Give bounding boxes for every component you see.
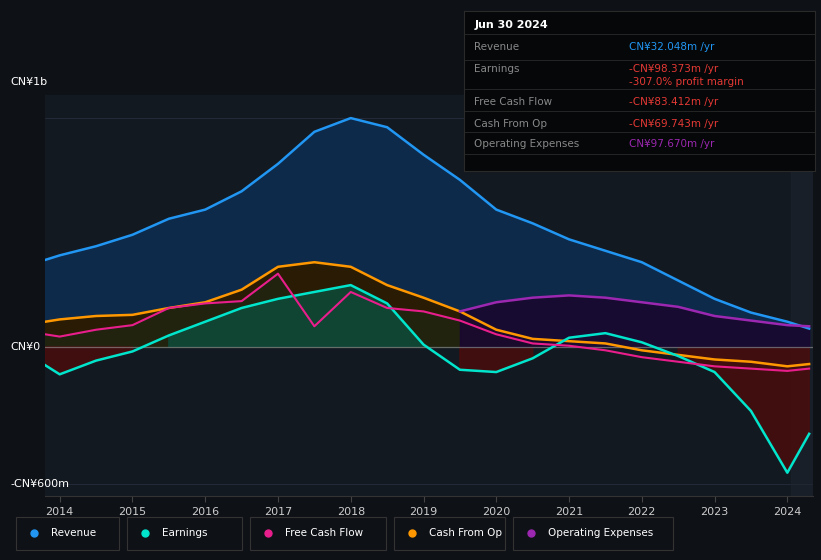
- Text: -CN¥83.412m /yr: -CN¥83.412m /yr: [629, 97, 718, 107]
- Text: CN¥1b: CN¥1b: [11, 77, 48, 87]
- Text: Earnings: Earnings: [162, 529, 207, 538]
- Text: -CN¥600m: -CN¥600m: [11, 479, 70, 489]
- Text: CN¥97.670m /yr: CN¥97.670m /yr: [629, 139, 714, 150]
- Text: Revenue: Revenue: [475, 42, 520, 52]
- Text: Cash From Op: Cash From Op: [429, 529, 502, 538]
- Text: Free Cash Flow: Free Cash Flow: [475, 97, 553, 107]
- Text: -CN¥98.373m /yr: -CN¥98.373m /yr: [629, 64, 718, 74]
- Text: Cash From Op: Cash From Op: [475, 119, 548, 129]
- Text: Jun 30 2024: Jun 30 2024: [475, 20, 548, 30]
- Bar: [791, 95, 813, 496]
- Text: CN¥0: CN¥0: [11, 342, 41, 352]
- Text: CN¥32.048m /yr: CN¥32.048m /yr: [629, 42, 714, 52]
- Text: Revenue: Revenue: [51, 529, 96, 538]
- Text: Operating Expenses: Operating Expenses: [548, 529, 653, 538]
- Text: Free Cash Flow: Free Cash Flow: [285, 529, 363, 538]
- Text: -CN¥69.743m /yr: -CN¥69.743m /yr: [629, 119, 718, 129]
- Text: Earnings: Earnings: [475, 64, 520, 74]
- Text: -307.0% profit margin: -307.0% profit margin: [629, 77, 744, 87]
- Text: Operating Expenses: Operating Expenses: [475, 139, 580, 150]
